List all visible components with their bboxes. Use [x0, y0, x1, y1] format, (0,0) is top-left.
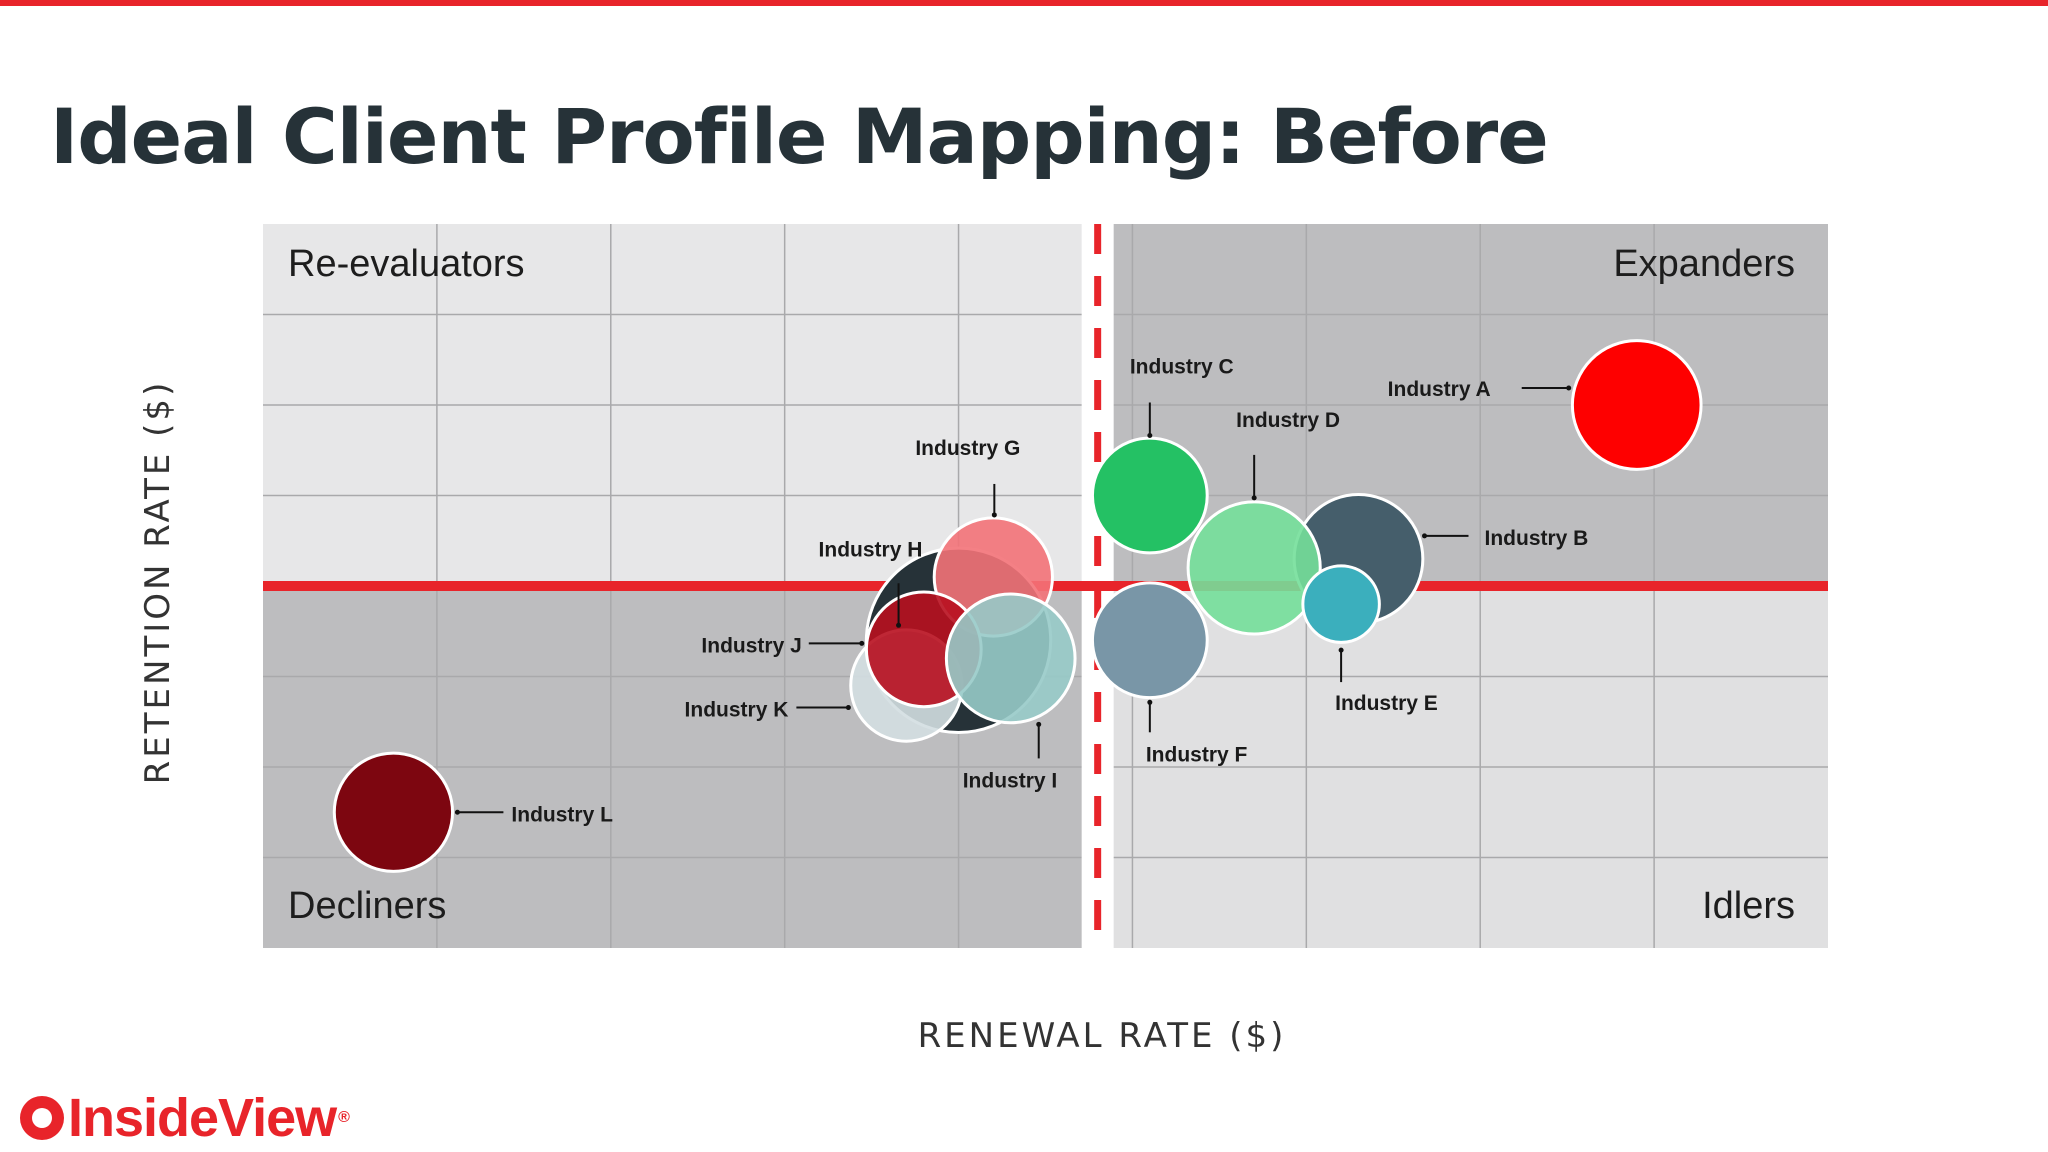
bubble-industry-a: [1570, 339, 1703, 471]
insideview-logo: InsideView ®: [20, 1088, 350, 1148]
data-label-industry-e: Industry E: [1335, 692, 1438, 715]
leader-dot-industry-f: [1147, 699, 1153, 705]
quadrant-label-top-left: Re-evaluators: [288, 243, 525, 285]
data-label-industry-j: Industry J: [701, 634, 801, 657]
leader-dot-industry-j: [859, 640, 865, 646]
data-label-industry-a: Industry A: [1388, 378, 1491, 401]
data-label-industry-f: Industry F: [1146, 743, 1248, 766]
bubble-industry-c: [1090, 436, 1209, 555]
quadrant-label-bottom-right: Idlers: [1702, 885, 1795, 927]
data-label-industry-h: Industry H: [819, 538, 923, 561]
leader-dot-industry-g: [991, 512, 997, 518]
bubble-industry-i: [944, 592, 1077, 725]
page-title: Ideal Client Profile Mapping: Before: [50, 92, 1549, 181]
quadrant-label-top-right: Expanders: [1613, 243, 1795, 285]
top-accent-bar: [0, 0, 2048, 6]
leader-dot-industry-a: [1566, 385, 1572, 391]
logo-registered-mark: ®: [338, 1109, 350, 1126]
bubble-industry-d: [1186, 500, 1322, 636]
data-label-industry-d: Industry D: [1236, 409, 1340, 432]
data-label-industry-b: Industry B: [1485, 527, 1589, 550]
leader-dot-industry-c: [1147, 433, 1153, 438]
logo-text: InsideView: [68, 1088, 337, 1148]
leader-dot-industry-b: [1422, 533, 1427, 539]
leader-dot-industry-h: [896, 622, 902, 628]
data-label-industry-c: Industry C: [1130, 356, 1234, 379]
leader-dot-industry-i: [1036, 721, 1042, 727]
data-label-industry-k: Industry K: [685, 699, 789, 722]
x-axis-label: RENEWAL RATE ($): [917, 1016, 1287, 1056]
leader-dot-industry-k: [845, 705, 851, 711]
bubble-industry-l: [332, 751, 455, 873]
bubble-industry-f: [1090, 581, 1209, 700]
leader-dot-industry-d: [1251, 495, 1257, 501]
data-label-industry-i: Industry I: [963, 769, 1058, 792]
data-label-industry-l: Industry L: [511, 803, 613, 826]
logo-icon: [20, 1096, 64, 1140]
bubble-industry-e: [1301, 564, 1381, 644]
leader-dot-industry-e: [1338, 647, 1344, 653]
data-label-industry-g: Industry G: [915, 437, 1020, 460]
leader-dot-industry-l: [454, 809, 460, 815]
y-axis-label: RETENTION RATE ($): [138, 379, 178, 785]
quadrant-label-bottom-left: Decliners: [288, 885, 446, 927]
